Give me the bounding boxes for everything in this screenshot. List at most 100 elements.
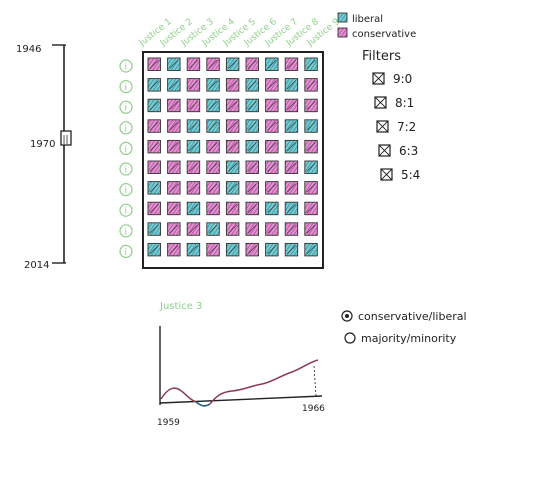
row-info-icon[interactable]: i <box>119 183 133 197</box>
vote-cell[interactable] <box>225 201 240 216</box>
vote-cell[interactable] <box>245 181 259 195</box>
vote-cell[interactable] <box>206 160 220 174</box>
vote-cell[interactable] <box>265 242 279 257</box>
vote-cell[interactable] <box>284 139 299 154</box>
vote-cell[interactable] <box>265 119 279 133</box>
vote-cell[interactable] <box>265 160 279 174</box>
vote-cell[interactable] <box>284 98 299 113</box>
vote-cell[interactable] <box>225 119 240 133</box>
vote-cell[interactable] <box>225 181 240 195</box>
vote-cell[interactable] <box>206 201 220 216</box>
vote-cell[interactable] <box>147 57 161 71</box>
vote-cell[interactable] <box>225 98 240 113</box>
vote-cell[interactable] <box>304 222 318 236</box>
vote-cell[interactable] <box>206 222 220 236</box>
vote-cell[interactable] <box>265 98 279 113</box>
row-info-icon[interactable]: i <box>119 203 133 217</box>
vote-cell[interactable] <box>245 78 259 92</box>
vote-cell[interactable] <box>304 78 318 92</box>
vote-cell[interactable] <box>225 78 240 92</box>
row-info-icon[interactable]: i <box>119 224 133 238</box>
vote-cell[interactable] <box>186 98 201 113</box>
vote-cell[interactable] <box>167 119 181 133</box>
timeline-slider-handle[interactable]: || <box>60 130 72 146</box>
vote-cell[interactable] <box>206 78 220 92</box>
vote-cell[interactable] <box>245 222 259 236</box>
vote-cell[interactable] <box>265 57 279 71</box>
row-info-icon[interactable]: i <box>119 59 133 73</box>
vote-cell[interactable] <box>284 119 299 133</box>
filter-option[interactable]: 7:2 <box>376 120 416 134</box>
vote-cell[interactable] <box>265 139 279 154</box>
vote-cell[interactable] <box>284 242 299 257</box>
vote-cell[interactable] <box>284 222 299 236</box>
row-info-icon[interactable]: i <box>119 79 133 94</box>
vote-cell[interactable] <box>304 139 318 154</box>
vote-cell[interactable] <box>147 160 161 174</box>
vote-cell[interactable] <box>167 98 181 113</box>
vote-cell[interactable] <box>284 160 299 174</box>
vote-cell[interactable] <box>245 98 259 113</box>
vote-cell[interactable] <box>304 160 318 174</box>
filter-option[interactable]: 5:4 <box>380 168 420 182</box>
vote-cell[interactable] <box>186 181 201 195</box>
filter-option[interactable]: 8:1 <box>374 96 414 110</box>
vote-cell[interactable] <box>206 139 220 154</box>
vote-cell[interactable] <box>147 222 161 236</box>
vote-cell[interactable] <box>167 242 181 257</box>
vote-cell[interactable] <box>167 160 181 174</box>
vote-cell[interactable] <box>167 201 181 216</box>
vote-cell[interactable] <box>304 181 318 195</box>
vote-cell[interactable] <box>304 201 318 216</box>
vote-cell[interactable] <box>225 57 240 71</box>
vote-cell[interactable] <box>304 57 318 71</box>
row-info-icon[interactable]: i <box>119 244 133 258</box>
vote-cell[interactable] <box>147 139 161 154</box>
vote-cell[interactable] <box>304 119 318 133</box>
vote-cell[interactable] <box>167 78 181 92</box>
vote-cell[interactable] <box>186 139 201 154</box>
vote-cell[interactable] <box>186 78 201 92</box>
row-info-icon[interactable]: i <box>119 100 133 114</box>
vote-cell[interactable] <box>304 98 318 113</box>
vote-cell[interactable] <box>245 57 259 71</box>
vote-cell[interactable] <box>225 139 240 154</box>
radio-conservative-liberal[interactable]: conservative/liberal <box>341 310 467 323</box>
vote-cell[interactable] <box>265 222 279 236</box>
vote-cell[interactable] <box>167 222 181 236</box>
vote-cell[interactable] <box>225 160 240 174</box>
vote-cell[interactable] <box>265 181 279 195</box>
vote-cell[interactable] <box>147 98 161 113</box>
vote-cell[interactable] <box>206 57 220 71</box>
vote-cell[interactable] <box>245 160 259 174</box>
vote-cell[interactable] <box>206 242 220 257</box>
vote-cell[interactable] <box>147 201 161 216</box>
vote-cell[interactable] <box>245 139 259 154</box>
vote-cell[interactable] <box>186 242 201 257</box>
row-info-icon[interactable]: i <box>119 162 133 176</box>
vote-cell[interactable] <box>284 201 299 216</box>
vote-cell[interactable] <box>284 57 299 71</box>
vote-cell[interactable] <box>206 98 220 113</box>
vote-cell[interactable] <box>206 119 220 133</box>
vote-cell[interactable] <box>167 139 181 154</box>
vote-cell[interactable] <box>225 222 240 236</box>
vote-cell[interactable] <box>186 119 201 133</box>
vote-cell[interactable] <box>147 242 161 257</box>
vote-cell[interactable] <box>167 181 181 195</box>
vote-cell[interactable] <box>225 242 240 257</box>
vote-cell[interactable] <box>245 201 259 216</box>
vote-cell[interactable] <box>167 57 181 71</box>
row-info-icon[interactable]: i <box>119 141 133 155</box>
vote-cell[interactable] <box>186 201 201 216</box>
vote-cell[interactable] <box>147 181 161 195</box>
radio-majority-minority[interactable]: majority/minority <box>344 332 457 345</box>
vote-cell[interactable] <box>186 160 201 174</box>
vote-cell[interactable] <box>186 57 201 71</box>
vote-cell[interactable] <box>284 181 299 195</box>
row-info-icon[interactable]: i <box>119 121 133 135</box>
vote-cell[interactable] <box>284 78 299 92</box>
vote-cell[interactable] <box>304 242 318 257</box>
filter-option[interactable]: 6:3 <box>378 144 418 158</box>
vote-cell[interactable] <box>147 78 161 92</box>
